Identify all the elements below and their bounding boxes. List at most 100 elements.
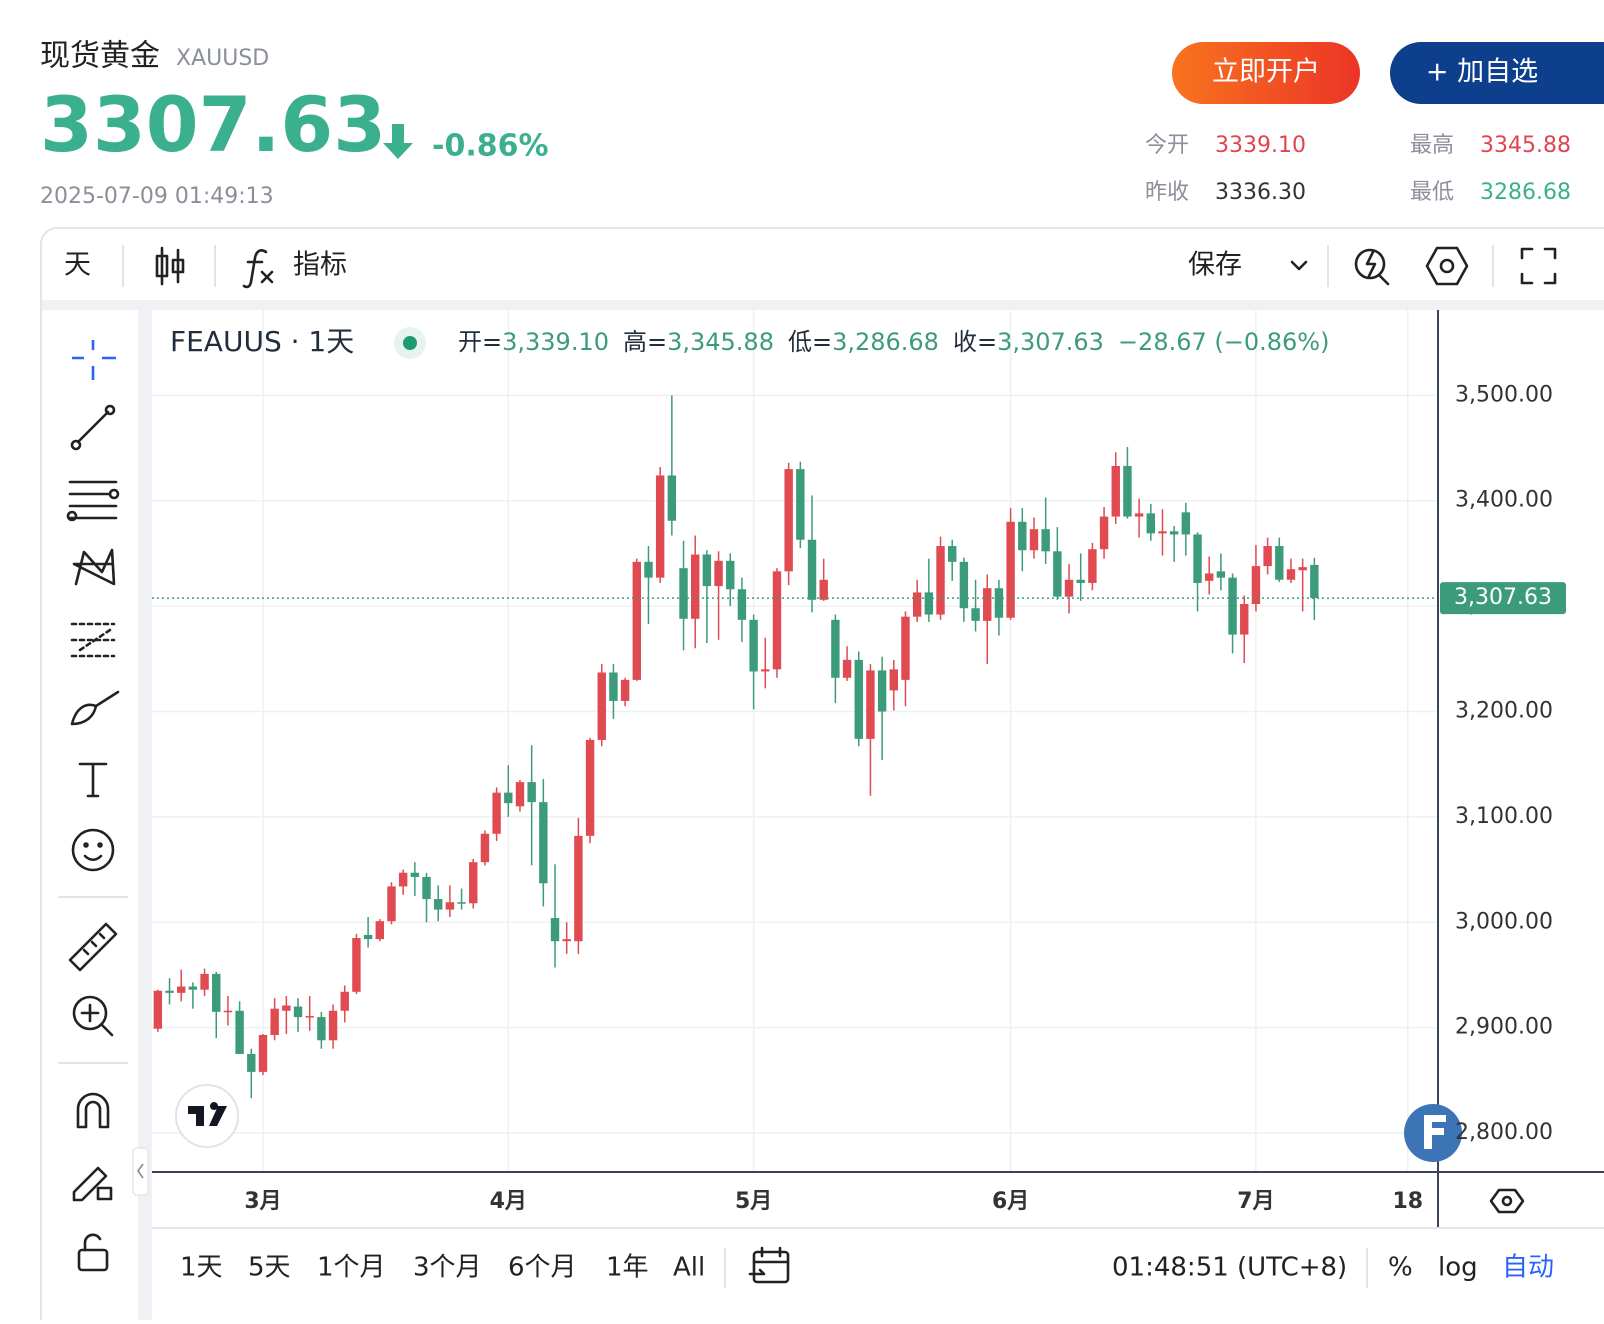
watchlist-button[interactable]: + 加自选 (1390, 42, 1604, 104)
save-button[interactable]: 保存 (1188, 250, 1242, 281)
candle-body (340, 991, 349, 1011)
brush-tool[interactable] (70, 690, 120, 726)
candle-body (328, 1010, 338, 1041)
stat-value: 3336.30 (1215, 180, 1306, 205)
candle-body (539, 802, 548, 884)
button-label: 立即开户 (1212, 57, 1320, 88)
candle-body (1275, 546, 1284, 580)
candle-body (1111, 465, 1120, 517)
x-tick-label: 5月 (735, 1189, 772, 1214)
symbol: FEAUUS · 1天 (170, 325, 354, 358)
open-account-button[interactable]: 立即开户 (1172, 42, 1360, 104)
plot (152, 310, 1437, 1172)
collapse-tab[interactable] (132, 1147, 149, 1196)
chart-frame (40, 227, 1604, 1324)
candle-body (796, 469, 805, 540)
candle-body (1310, 564, 1319, 599)
candle-body (1169, 531, 1179, 535)
stat-label: 今开 (1145, 133, 1189, 158)
candle-body (679, 568, 688, 619)
candle-body (597, 672, 606, 740)
indicators-button[interactable]: 指标 (293, 250, 347, 281)
candle-body (1076, 579, 1085, 583)
candle-body (749, 619, 758, 672)
candle-body (317, 1017, 326, 1041)
candle-body (410, 872, 420, 877)
range-button[interactable]: 1天 (180, 1253, 223, 1283)
range-button[interactable]: 6个月 (508, 1253, 577, 1283)
candle-body (165, 990, 174, 993)
pattern-tool[interactable] (72, 548, 116, 586)
text-tool[interactable] (78, 762, 108, 798)
lock-tool[interactable] (77, 1233, 109, 1272)
axis-settings[interactable] (1489, 1188, 1525, 1214)
range-button[interactable]: 1年 (606, 1253, 649, 1283)
candle-body (726, 560, 735, 590)
goto-date-button[interactable] (748, 1246, 790, 1284)
crosshair-tool[interactable] (72, 340, 116, 380)
range-button[interactable]: 3个月 (413, 1253, 482, 1283)
candle-body (258, 1035, 268, 1072)
trend-line-tool[interactable] (70, 404, 116, 451)
ohlc-legend: 开=3,339.10 高=3,345.88 低=3,286.68 收=3,307.63… (458, 328, 1329, 356)
magnet-tool[interactable] (76, 1092, 110, 1129)
candle-body (620, 679, 630, 701)
candle-body (200, 973, 209, 990)
range-button[interactable]: 1个月 (317, 1253, 386, 1283)
indicators-icon[interactable] (242, 249, 274, 289)
candle-body (492, 792, 501, 834)
alert-button[interactable] (1354, 248, 1390, 286)
auto-toggle[interactable]: 自动 (1502, 1253, 1554, 1283)
y-tick-label: 3,100.00 (1455, 804, 1553, 829)
ohlc-value: 3,307.63 (997, 328, 1104, 356)
candle-body (761, 669, 770, 672)
candle-body (632, 561, 642, 680)
lock-drawings-tool[interactable] (72, 1166, 113, 1202)
candle-body (866, 670, 875, 739)
stat-value: 3286.68 (1480, 180, 1571, 205)
candle-body (305, 1016, 314, 1018)
fullscreen-button[interactable] (1520, 247, 1557, 285)
candle-body (270, 1008, 279, 1036)
candle-body (387, 886, 396, 922)
candle-body (842, 659, 852, 678)
range-button[interactable]: All (673, 1253, 705, 1283)
zoom-tool[interactable] (72, 995, 114, 1037)
chart-type-button[interactable] (155, 246, 185, 286)
candle-body (212, 973, 221, 1012)
candle-body (854, 659, 863, 739)
parallel-lines-tool[interactable] (66, 480, 120, 522)
clock[interactable]: 01:48:51 (UTC+8) (1112, 1253, 1347, 1283)
emoji-tool[interactable] (71, 828, 115, 872)
candle-body (702, 554, 712, 587)
chart-legend: FEAUUS · 1天 (170, 325, 354, 358)
range-button[interactable]: 5天 (248, 1253, 291, 1283)
candle-body (375, 921, 385, 940)
candle-body (1134, 513, 1144, 517)
stat-value: 3345.88 (1480, 133, 1571, 158)
x-tick-label: 18 (1392, 1189, 1423, 1214)
y-tick-label: 2,900.00 (1455, 1015, 1553, 1040)
down-arrow (383, 124, 413, 159)
ohlc-value: 3,286.68 (832, 328, 939, 356)
stat-label: 最低 (1410, 180, 1454, 205)
save-menu[interactable] (1290, 260, 1308, 271)
candle-body (1029, 529, 1039, 551)
percent-toggle[interactable]: % (1388, 1253, 1413, 1283)
candle-body (714, 560, 723, 587)
stat-label: 昨收 (1145, 180, 1189, 205)
settings-button[interactable] (1425, 246, 1469, 286)
candle-body (1204, 573, 1214, 581)
candle-body (936, 546, 945, 615)
candle-body (1193, 534, 1202, 583)
interval-button[interactable]: 天 (64, 250, 91, 281)
x-tick-label: 3月 (244, 1189, 281, 1214)
candle-body (877, 670, 887, 712)
fib-tool[interactable] (70, 622, 116, 658)
candle-body (971, 608, 980, 621)
tv-logo[interactable] (175, 1084, 239, 1148)
log-toggle[interactable]: log (1438, 1253, 1478, 1283)
ohlc-value: 3,339.10 (502, 328, 609, 356)
measure-tool[interactable] (68, 922, 118, 972)
candle-body (176, 986, 186, 993)
